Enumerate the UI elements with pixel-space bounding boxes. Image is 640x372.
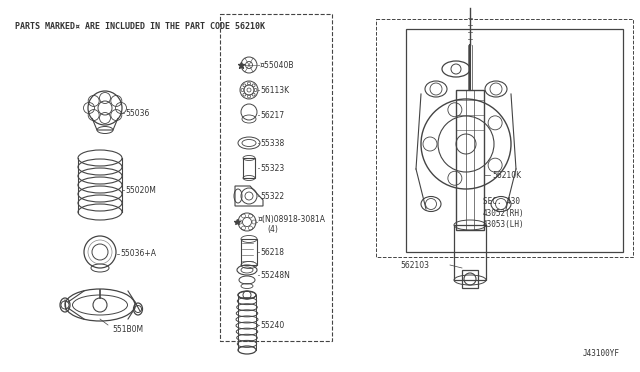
Text: 56218: 56218 xyxy=(260,247,284,257)
Text: ¤(N)08918-3081A: ¤(N)08918-3081A xyxy=(258,215,326,224)
Text: 55322: 55322 xyxy=(260,192,284,201)
Text: 55036: 55036 xyxy=(125,109,149,118)
Bar xyxy=(462,270,478,288)
Text: 55248N: 55248N xyxy=(260,270,290,279)
Text: SEC. 430
43052(RH)
43053(LH): SEC. 430 43052(RH) 43053(LH) xyxy=(483,197,525,229)
Bar xyxy=(241,239,257,265)
Text: (4): (4) xyxy=(267,224,278,234)
Text: 562103: 562103 xyxy=(400,260,429,269)
Text: ¤55040B: ¤55040B xyxy=(260,61,294,70)
Bar xyxy=(220,14,332,341)
Text: 56210K: 56210K xyxy=(492,170,521,180)
Text: PARTS MARKED¤ ARE INCLUDED IN THE PART CODE 56210K: PARTS MARKED¤ ARE INCLUDED IN THE PART C… xyxy=(15,22,265,31)
Bar xyxy=(456,90,484,230)
Bar xyxy=(406,29,623,252)
Text: 55036+A: 55036+A xyxy=(120,250,156,259)
Bar xyxy=(454,225,486,280)
Bar xyxy=(376,19,633,257)
Bar xyxy=(243,158,255,178)
Text: 551B0M: 551B0M xyxy=(112,324,143,334)
Text: 56113K: 56113K xyxy=(260,86,289,94)
Text: 55323: 55323 xyxy=(260,164,284,173)
Text: 55338: 55338 xyxy=(260,138,284,148)
Text: 55240: 55240 xyxy=(260,321,284,330)
Text: J43100YF: J43100YF xyxy=(583,349,620,358)
Text: 55020M: 55020M xyxy=(125,186,156,195)
Text: 56217: 56217 xyxy=(260,110,284,119)
